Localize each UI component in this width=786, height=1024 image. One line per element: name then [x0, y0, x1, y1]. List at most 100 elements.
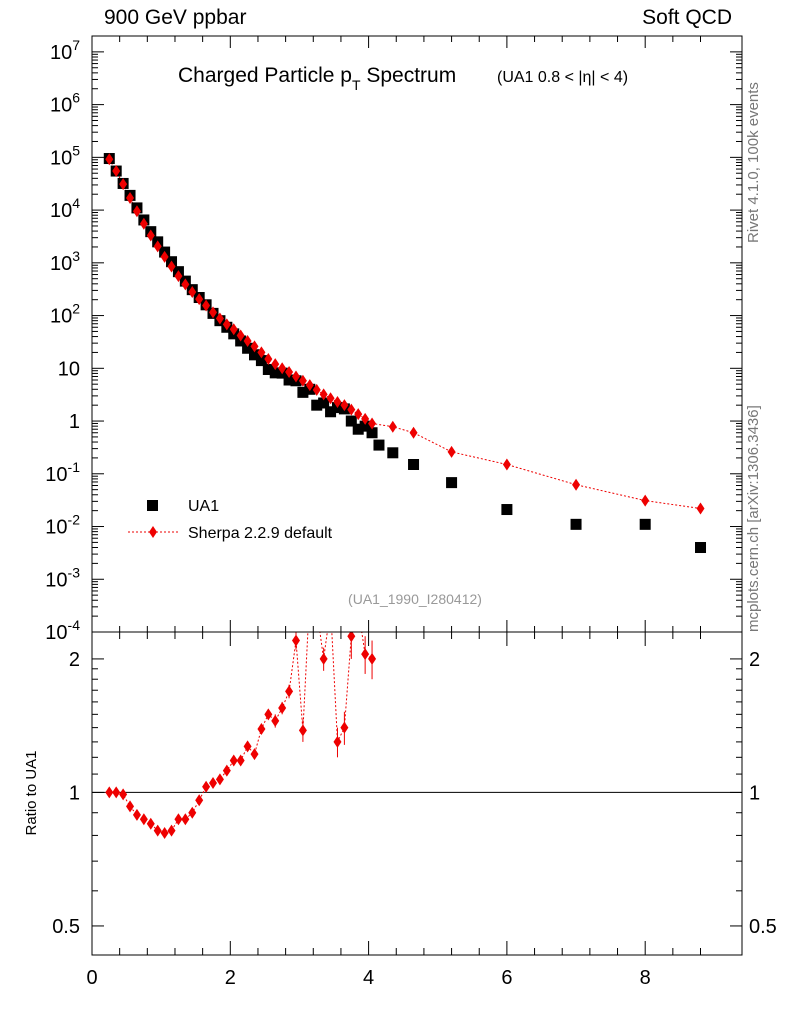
main-plot-title: Charged Particle pT Spectrum	[178, 64, 456, 93]
ratio-x-tick-label: 4	[363, 967, 374, 989]
ratio-data-point	[243, 740, 252, 753]
ratio-data-point	[306, 588, 314, 600]
main-y-tick-label: 102	[50, 301, 80, 328]
sherpa-data-point	[312, 383, 321, 396]
ratio-data-point	[278, 702, 287, 715]
ratio-data-point	[153, 824, 162, 837]
ratio-data-point	[333, 735, 342, 748]
sherpa-data-point	[278, 362, 287, 375]
ratio-x-tick-label: 8	[640, 967, 651, 989]
ratio-data-point	[160, 827, 169, 840]
sherpa-data-point	[696, 502, 705, 515]
ratio-data-point	[236, 754, 245, 767]
ua1-data-point	[695, 542, 707, 554]
sherpa-data-point	[319, 388, 328, 401]
sherpa-data-point	[153, 240, 162, 253]
legend-sherpa-marker	[149, 526, 157, 538]
sherpa-data-point	[160, 250, 169, 263]
ratio-data-point	[229, 754, 238, 767]
ua1-data-point	[446, 477, 458, 489]
ratio-data-point	[361, 648, 370, 661]
main-y-tick-label: 10-4	[45, 617, 80, 644]
main-y-tick-label: 105	[50, 142, 80, 169]
ratio-data-point	[298, 724, 307, 737]
ratio-data-point	[264, 708, 273, 721]
ratio-plot-frame	[91, 631, 743, 956]
sherpa-data-point	[139, 217, 148, 230]
ratio-y-tick-label: 0.5	[52, 916, 80, 938]
ratio-data-point	[132, 808, 141, 821]
ua1-data-point	[639, 518, 651, 530]
legend-ua1-marker	[147, 500, 158, 511]
ratio-y-tick-label-right: 0.5	[749, 916, 777, 938]
sherpa-data-point	[126, 191, 135, 204]
sherpa-data-point	[347, 403, 356, 416]
ua1-data-point	[501, 504, 513, 516]
sherpa-data-point	[229, 323, 238, 336]
ratio-x-tick-label: 2	[225, 967, 236, 989]
main-plot-title-note: (UA1 0.8 < |η| < 4)	[497, 69, 628, 86]
ua1-data-point	[318, 397, 330, 409]
ratio-data-point	[250, 748, 259, 761]
ratio-tick-marks	[91, 632, 742, 955]
ua1-data-point	[373, 439, 385, 451]
ua1-data-point	[255, 355, 267, 367]
ratio-data-point	[209, 777, 218, 790]
sherpa-data-point	[257, 346, 266, 359]
ratio-x-tick-label: 0	[86, 967, 97, 989]
ua1-data-point	[269, 367, 281, 379]
ua1-data-point	[366, 427, 378, 439]
sherpa-data-point	[326, 392, 335, 405]
ratio-y-axis-label: Ratio to UA1	[23, 750, 40, 835]
ua1-data-point	[242, 342, 254, 354]
ratio-series-line	[109, 632, 373, 834]
ua1-data-point	[325, 406, 337, 418]
main-plot-panel: 10-4 10-3 10-2 10-1 1 10 102 103 104 105 106 107 Ch…	[45, 35, 743, 644]
ratio-data-point	[285, 685, 294, 698]
ratio-y-tick-label: 2	[69, 649, 80, 671]
sherpa-data-point	[132, 205, 141, 218]
sherpa-data-point	[409, 426, 418, 439]
ua1-data-point	[297, 386, 309, 398]
sherpa-data-point	[174, 270, 183, 283]
ratio-y-tick-label: 1	[69, 782, 80, 804]
sherpa-data-point	[105, 153, 114, 166]
legend-sherpa-label: Sherpa 2.2.9 default	[188, 525, 333, 542]
sherpa-data-point	[188, 285, 197, 298]
ratio-data-point	[257, 723, 266, 736]
sherpa-data-point	[285, 366, 294, 379]
ua1-data-point	[262, 363, 274, 375]
sherpa-data-point	[305, 379, 314, 392]
category-label: Soft QCD	[642, 6, 732, 29]
sherpa-data-point	[215, 312, 224, 325]
main-y-tick-label: 10-3	[45, 564, 80, 591]
ratio-data-point	[202, 780, 211, 793]
sherpa-data-point	[112, 165, 121, 178]
ratio-data-point	[126, 800, 135, 813]
ratio-data-point	[181, 813, 190, 826]
sherpa-data-point	[236, 329, 245, 342]
ratio-x-tick-labels: 0 2 4 6 8	[86, 967, 650, 989]
ua1-data-point	[283, 374, 295, 386]
ua1-data-point	[408, 458, 420, 470]
sherpa-data-point	[146, 229, 155, 242]
sherpa-data-point	[181, 278, 190, 291]
ratio-data-point	[319, 652, 328, 665]
ratio-data-point	[215, 773, 224, 786]
sherpa-data-point	[447, 445, 456, 458]
ua1-data-point	[352, 423, 364, 435]
main-y-tick-labels: 10-4 10-3 10-2 10-1 1 10 102 103 104 105 106 107	[45, 37, 80, 644]
sherpa-data-point	[250, 340, 259, 353]
sherpa-data-point	[209, 306, 218, 319]
ratio-data-point	[188, 806, 197, 819]
ua1-data-point	[387, 447, 399, 459]
ratio-data-point	[222, 764, 231, 777]
ratio-data-point	[368, 652, 377, 665]
sherpa-data-point	[354, 408, 363, 421]
ratio-data-point	[195, 794, 204, 807]
sherpa-data-point	[291, 370, 300, 383]
ua1-data-point	[311, 399, 323, 411]
sherpa-data-point	[572, 478, 581, 491]
ratio-y-tick-label-right: 1	[749, 782, 760, 804]
